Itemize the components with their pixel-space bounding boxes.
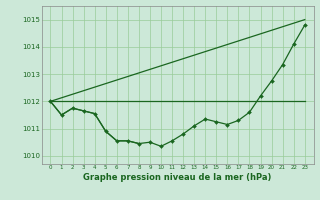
X-axis label: Graphe pression niveau de la mer (hPa): Graphe pression niveau de la mer (hPa) xyxy=(84,173,272,182)
